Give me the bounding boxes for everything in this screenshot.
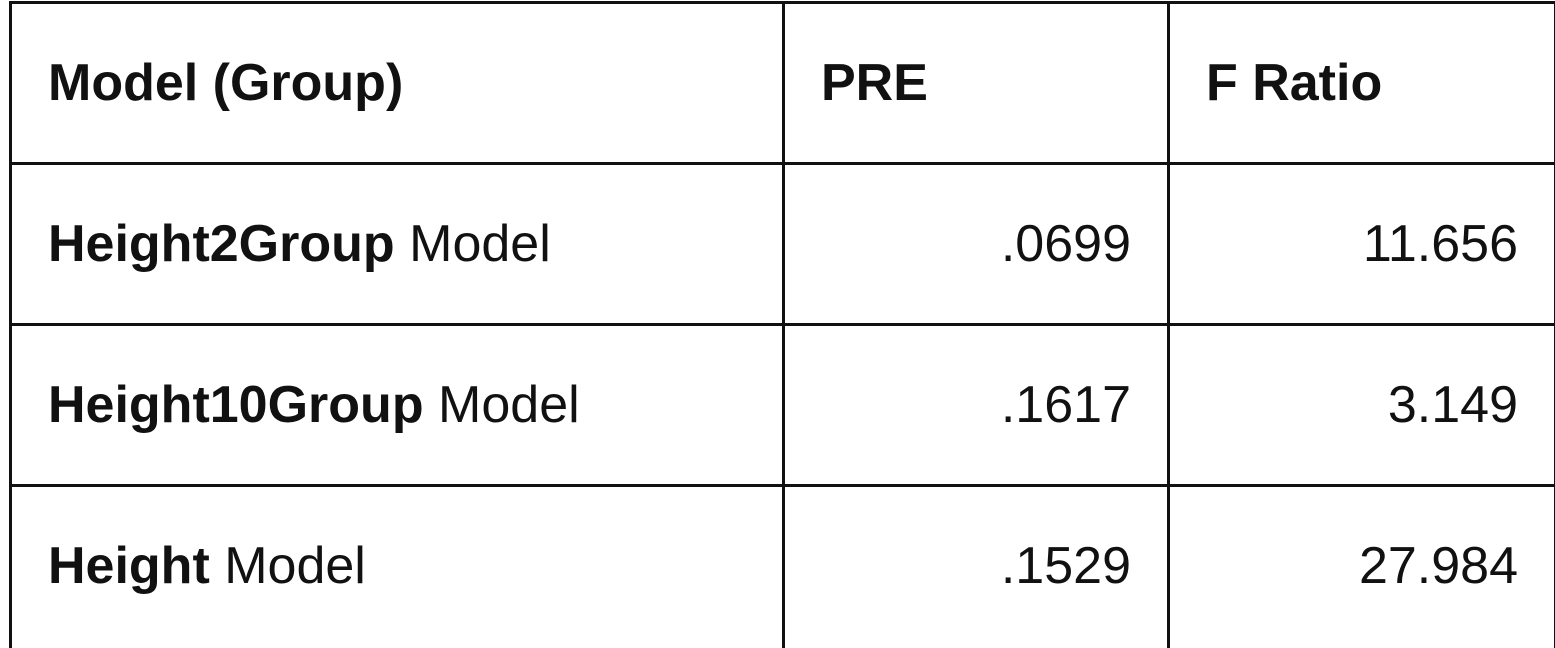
model-suffix: Model bbox=[409, 215, 551, 273]
header-cell: Model (Group) bbox=[11, 3, 784, 164]
f-ratio-cell: 11.656 bbox=[1169, 164, 1555, 325]
model-name: Height10Group bbox=[48, 376, 424, 434]
model-cell: Height10Group Model bbox=[11, 325, 784, 486]
table-container: Model (Group) PRE F Ratio Height2Group M… bbox=[9, 1, 1554, 643]
pre-cell: .1529 bbox=[784, 486, 1169, 647]
pre-cell: .0699 bbox=[784, 164, 1169, 325]
model-cell: Height Model bbox=[11, 486, 784, 647]
pre-cell: .1617 bbox=[784, 325, 1169, 486]
results-table: Model (Group) PRE F Ratio Height2Group M… bbox=[9, 1, 1555, 648]
model-name: Height2Group bbox=[48, 215, 395, 273]
f-ratio-cell: 27.984 bbox=[1169, 486, 1555, 647]
header-cell: PRE bbox=[784, 3, 1169, 164]
model-name: Height bbox=[48, 537, 210, 595]
header-row: Model (Group) PRE F Ratio bbox=[11, 3, 1555, 164]
header-cell: F Ratio bbox=[1169, 3, 1555, 164]
model-cell: Height2Group Model bbox=[11, 164, 784, 325]
model-suffix: Model bbox=[438, 376, 580, 434]
f-ratio-cell: 3.149 bbox=[1169, 325, 1555, 486]
model-suffix: Model bbox=[224, 537, 366, 595]
